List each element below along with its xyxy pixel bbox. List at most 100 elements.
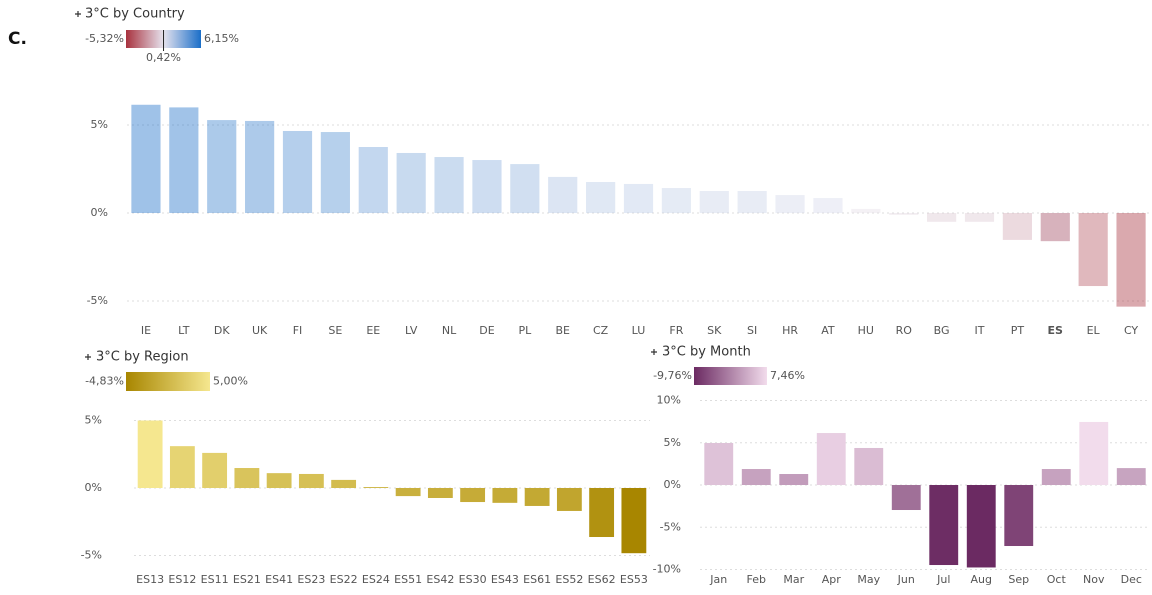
x-tick-label: HU	[858, 324, 874, 337]
chart: 3°C by Region -5% 0% 5% -4,83% 5,00% ES13 ES12 E…	[81, 350, 650, 586]
x-tick-label: ES42	[426, 573, 454, 586]
legend-max: 7,46%	[770, 369, 805, 382]
expand-icon	[75, 11, 81, 17]
bar	[1002, 213, 1032, 240]
x-tick-label: Feb	[747, 573, 766, 586]
chart-title: 3°C by Region	[96, 350, 189, 365]
x-tick-label: LT	[178, 324, 190, 337]
x-tick-label: ES23	[297, 573, 325, 586]
x-tick-label: IE	[141, 324, 151, 337]
x-tick-label: ES51	[394, 573, 422, 586]
bar	[586, 182, 616, 213]
chart: 3°C by Country -5% 0% 5% -5,32% 6,15% 0,42% IE L…	[85, 7, 1150, 337]
bar	[1041, 469, 1071, 485]
bar	[1078, 213, 1108, 287]
x-tick-label: CZ	[593, 324, 609, 337]
x-tick-label: ES24	[362, 573, 390, 586]
x-tick-label: RO	[896, 324, 913, 337]
y-tick-label: 5%	[664, 436, 681, 449]
y-tick-label: 0%	[85, 481, 102, 494]
bar	[1004, 485, 1034, 547]
x-tick-label: ES12	[168, 573, 196, 586]
bar	[699, 191, 729, 213]
expand-icon	[85, 354, 91, 360]
legend-gradient	[126, 372, 210, 391]
x-tick-label: ES43	[491, 573, 519, 586]
bar	[775, 195, 805, 213]
x-tick-label: ES53	[620, 573, 648, 586]
bar	[331, 479, 357, 488]
x-tick-label: Dec	[1121, 573, 1142, 586]
x-tick-label: EL	[1087, 324, 1101, 337]
bar	[472, 160, 502, 213]
y-tick-label: -5%	[660, 520, 681, 533]
x-tick-label: DE	[479, 324, 494, 337]
y-tick-label: -5%	[81, 549, 102, 562]
bar	[1116, 213, 1146, 307]
x-tick-label: HR	[782, 324, 798, 337]
expand-icon	[651, 349, 657, 355]
bar	[234, 468, 260, 488]
bar	[207, 120, 237, 213]
bar	[556, 488, 582, 511]
bar	[661, 188, 691, 213]
legend-min: -5,32%	[85, 32, 124, 45]
bar	[320, 132, 350, 213]
bar	[779, 474, 809, 485]
y-tick-label: 5%	[91, 118, 108, 131]
x-tick-label: ES21	[233, 573, 261, 586]
x-tick-label: May	[857, 573, 880, 586]
bar	[548, 176, 578, 213]
x-tick-label: Sep	[1008, 573, 1029, 586]
x-tick-label: IT	[975, 324, 985, 337]
x-tick-label: CY	[1124, 324, 1138, 337]
x-tick-label: Mar	[783, 573, 804, 586]
x-tick-label: PT	[1011, 324, 1025, 337]
x-tick-label: ES62	[588, 573, 616, 586]
bar	[434, 157, 464, 213]
x-tick-label: FR	[669, 324, 683, 337]
bar	[131, 104, 161, 213]
bar	[363, 487, 389, 488]
bar	[460, 488, 486, 503]
x-tick-label: BG	[934, 324, 950, 337]
bar	[492, 488, 518, 503]
x-tick-label: ES52	[555, 573, 583, 586]
bar	[966, 485, 996, 568]
legend-gradient	[694, 367, 767, 385]
bar	[927, 213, 957, 222]
bar	[169, 107, 199, 213]
x-tick-label: Apr	[822, 573, 842, 586]
x-tick-label: NL	[442, 324, 457, 337]
bar	[589, 488, 615, 538]
y-tick-label: 5%	[85, 414, 102, 427]
x-tick-label: LV	[405, 324, 418, 337]
x-tick-label: ES22	[330, 573, 358, 586]
x-tick-label: Nov	[1083, 573, 1105, 586]
bar	[396, 152, 426, 213]
bar	[1079, 421, 1109, 485]
chart: 3°C by Month -10% -5% 0% 5% 10% -9,76% 7,46% Jan…	[653, 345, 1150, 586]
bar	[891, 485, 921, 511]
bar	[854, 447, 884, 485]
bar	[889, 213, 919, 215]
x-tick-label: Jul	[936, 573, 950, 586]
bar	[395, 488, 421, 497]
bar	[964, 213, 995, 222]
y-tick-label: 0%	[91, 206, 108, 219]
chart-title: 3°C by Month	[662, 345, 751, 360]
x-tick-label: ES	[1048, 324, 1064, 337]
bar	[1116, 468, 1146, 485]
legend-max: 5,00%	[213, 375, 248, 388]
bar	[737, 191, 767, 213]
bar	[741, 469, 771, 485]
chart-title: 3°C by Country	[85, 7, 185, 22]
x-tick-label: Aug	[971, 573, 992, 586]
bar	[851, 208, 881, 213]
bar	[298, 473, 324, 488]
x-tick-label: PL	[518, 324, 532, 337]
x-tick-label: ES41	[265, 573, 293, 586]
legend-max: 6,15%	[204, 32, 239, 45]
x-tick-label: AT	[821, 324, 835, 337]
bar	[358, 147, 388, 213]
